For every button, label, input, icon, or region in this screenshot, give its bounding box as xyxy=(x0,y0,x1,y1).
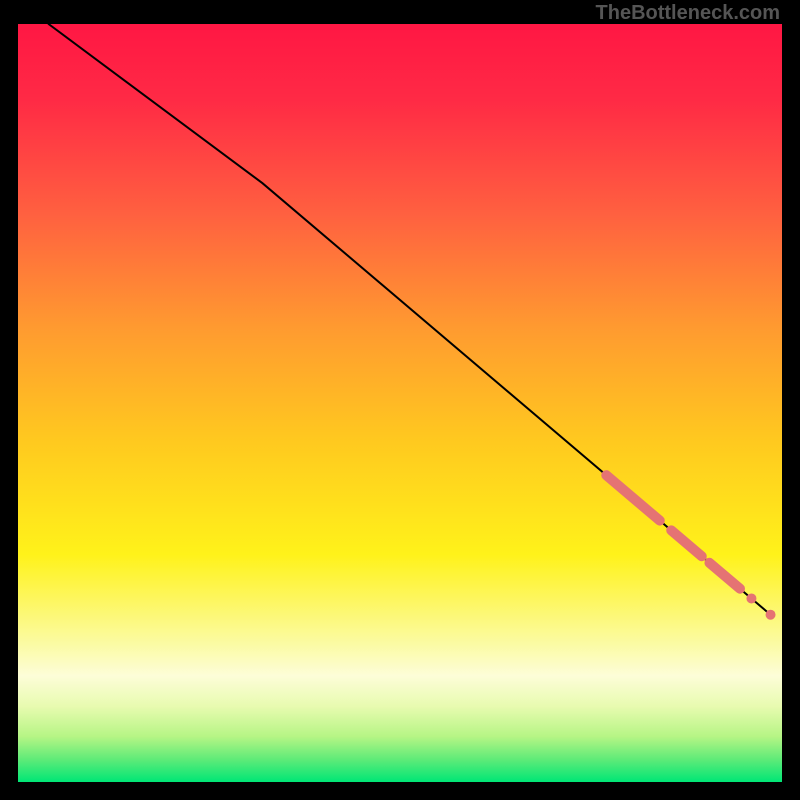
attribution-text: TheBottleneck.com xyxy=(596,2,780,25)
plot-area xyxy=(18,24,782,782)
marker-point-1 xyxy=(766,610,776,620)
chart-svg xyxy=(18,24,782,782)
gradient-background xyxy=(18,24,782,782)
marker-point-0 xyxy=(746,593,756,603)
chart-frame: TheBottleneck.com xyxy=(0,0,800,800)
